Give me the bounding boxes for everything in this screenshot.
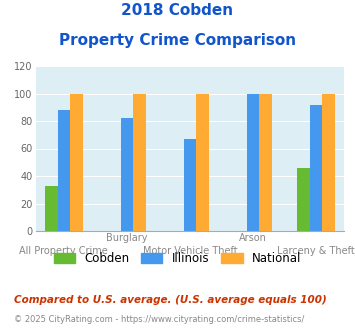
- Text: Compared to U.S. average. (U.S. average equals 100): Compared to U.S. average. (U.S. average …: [14, 295, 327, 305]
- Bar: [121, 118, 133, 231]
- Bar: [297, 168, 310, 231]
- Text: Burglary: Burglary: [106, 233, 148, 243]
- Bar: [58, 110, 70, 231]
- Text: 2018 Cobden: 2018 Cobden: [121, 3, 234, 18]
- Bar: [133, 93, 146, 231]
- Text: Motor Vehicle Theft: Motor Vehicle Theft: [143, 246, 237, 256]
- Bar: [310, 105, 322, 231]
- Text: © 2025 CityRating.com - https://www.cityrating.com/crime-statistics/: © 2025 CityRating.com - https://www.city…: [14, 315, 305, 324]
- Legend: Cobden, Illinois, National: Cobden, Illinois, National: [49, 247, 306, 270]
- Text: All Property Crime: All Property Crime: [20, 246, 108, 256]
- Bar: [322, 93, 335, 231]
- Bar: [70, 93, 83, 231]
- Text: Larceny & Theft: Larceny & Theft: [277, 246, 355, 256]
- Bar: [259, 93, 272, 231]
- Bar: [184, 139, 196, 231]
- Text: Property Crime Comparison: Property Crime Comparison: [59, 33, 296, 48]
- Text: Arson: Arson: [239, 233, 267, 243]
- Bar: [45, 185, 58, 231]
- Bar: [247, 93, 259, 231]
- Bar: [196, 93, 209, 231]
